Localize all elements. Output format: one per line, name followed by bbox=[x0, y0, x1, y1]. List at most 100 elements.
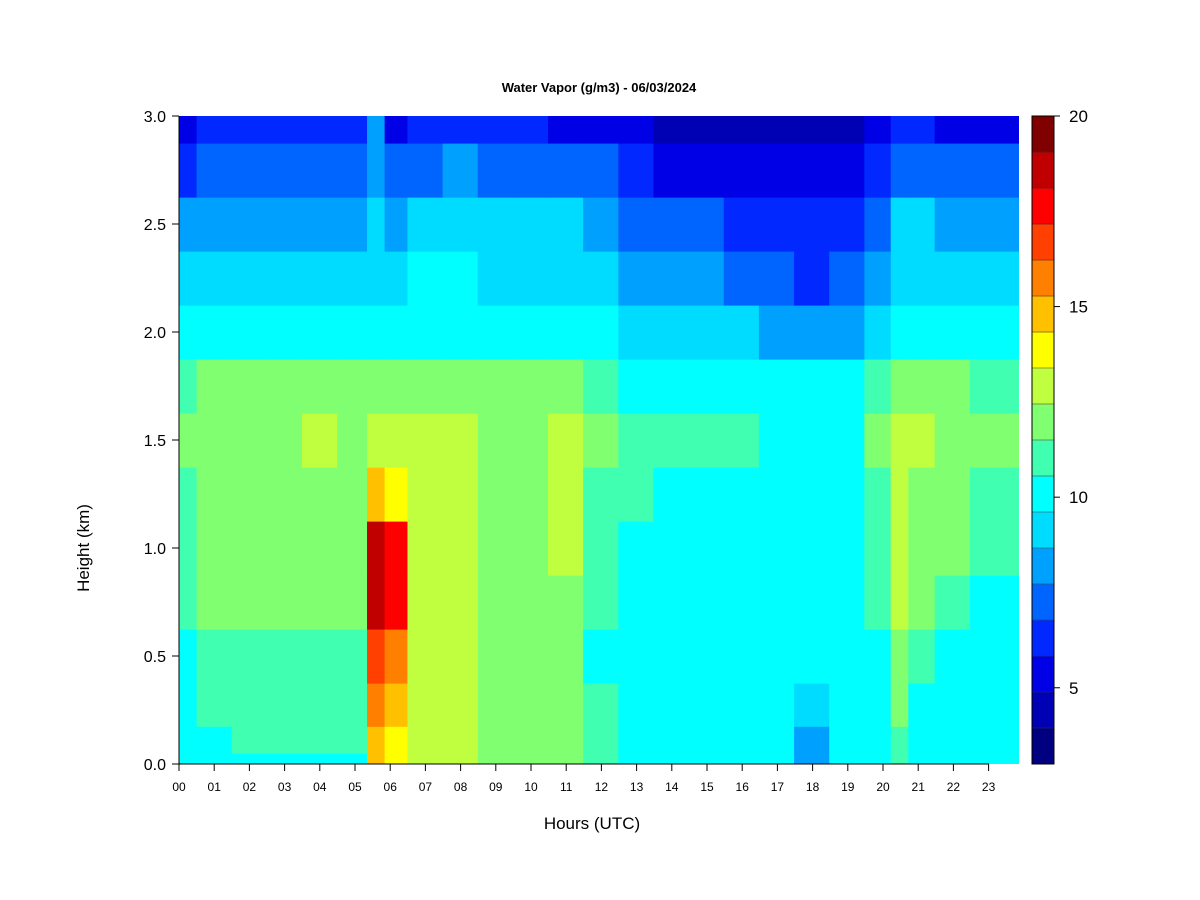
heatmap-cell bbox=[758, 629, 795, 684]
heatmap-cell bbox=[302, 467, 338, 522]
heatmap-cell bbox=[442, 753, 479, 764]
heatmap-cell bbox=[337, 359, 368, 414]
heatmap-cell bbox=[829, 305, 865, 360]
heatmap-cell bbox=[864, 753, 892, 764]
heatmap-cell bbox=[384, 359, 409, 414]
heatmap-cell bbox=[442, 251, 479, 306]
heatmap-cell bbox=[688, 629, 725, 684]
heatmap-cell bbox=[407, 521, 444, 576]
heatmap-cell bbox=[969, 251, 1019, 306]
heatmap-cell bbox=[477, 726, 514, 754]
heatmap-cell bbox=[908, 251, 936, 306]
colorbar-segment bbox=[1032, 476, 1054, 513]
heatmap-cell bbox=[179, 575, 198, 630]
heatmap-cell bbox=[583, 197, 619, 252]
heatmap-cell bbox=[794, 753, 830, 764]
heatmap-cell bbox=[384, 251, 409, 306]
heatmap-cell bbox=[653, 359, 690, 414]
heatmap-cell bbox=[908, 467, 936, 522]
heatmap-cell bbox=[583, 683, 619, 727]
heatmap-cell bbox=[477, 197, 514, 252]
heatmap-cell bbox=[266, 413, 303, 468]
heatmap-cell bbox=[302, 683, 338, 727]
heatmap-cell bbox=[723, 197, 760, 252]
colorbar-segment bbox=[1032, 116, 1054, 153]
heatmap-cell bbox=[512, 359, 549, 414]
heatmap-cell bbox=[407, 575, 444, 630]
heatmap-cell bbox=[477, 413, 514, 468]
heatmap-cell bbox=[302, 575, 338, 630]
heatmap-cell bbox=[442, 575, 479, 630]
heatmap-cell bbox=[829, 575, 865, 630]
heatmap-cell bbox=[583, 629, 619, 684]
heatmap-cell bbox=[384, 467, 409, 522]
heatmap-cell bbox=[512, 116, 549, 144]
heatmap-cell bbox=[442, 413, 479, 468]
heatmap-cell bbox=[302, 521, 338, 576]
heatmap-cell bbox=[367, 467, 386, 522]
heatmap-cell bbox=[969, 305, 1019, 360]
heatmap-cell bbox=[688, 521, 725, 576]
heatmap-cell bbox=[548, 197, 584, 252]
x-tick-label: 00 bbox=[172, 780, 186, 794]
x-tick-label: 05 bbox=[348, 780, 362, 794]
heatmap-cell bbox=[337, 467, 368, 522]
heatmap-cell bbox=[653, 467, 690, 522]
heatmap-cell bbox=[407, 467, 444, 522]
heatmap-cell bbox=[969, 753, 1019, 764]
colorbar-segment bbox=[1032, 368, 1054, 405]
heatmap-cell bbox=[384, 575, 409, 630]
heatmap-cell bbox=[688, 305, 725, 360]
heatmap-cell bbox=[231, 521, 268, 576]
heatmap-cell bbox=[548, 251, 584, 306]
heatmap-cell bbox=[407, 753, 444, 764]
heatmap-cell bbox=[723, 359, 760, 414]
heatmap-cell bbox=[829, 116, 865, 144]
heatmap-cell bbox=[758, 413, 795, 468]
heatmap-cell bbox=[266, 197, 303, 252]
heatmap-cell bbox=[302, 753, 338, 764]
heatmap-cell bbox=[179, 753, 198, 764]
heatmap-cell bbox=[890, 683, 909, 727]
heatmap-cell bbox=[618, 467, 655, 522]
heatmap-cell bbox=[384, 683, 409, 727]
heatmap-cell bbox=[442, 359, 479, 414]
heatmap-cell bbox=[384, 305, 409, 360]
colorbar-tick-label: 5 bbox=[1069, 679, 1078, 698]
heatmap-cell bbox=[864, 629, 892, 684]
heatmap-cell bbox=[794, 683, 830, 727]
colorbar-segment bbox=[1032, 656, 1054, 693]
heatmap-cell bbox=[890, 521, 909, 576]
heatmap-cell bbox=[829, 359, 865, 414]
heatmap-cell bbox=[367, 753, 386, 764]
x-tick-label: 22 bbox=[947, 780, 961, 794]
heatmap-cell bbox=[407, 251, 444, 306]
heatmap-cell bbox=[442, 683, 479, 727]
heatmap-cell bbox=[829, 683, 865, 727]
heatmap-cell bbox=[864, 143, 892, 198]
heatmap-cell bbox=[302, 251, 338, 306]
heatmap-cell bbox=[688, 359, 725, 414]
heatmap-cell bbox=[407, 629, 444, 684]
heatmap-cell bbox=[231, 753, 268, 764]
heatmap-cell bbox=[583, 413, 619, 468]
colorbar-segment bbox=[1032, 188, 1054, 225]
heatmap-cell bbox=[477, 575, 514, 630]
y-tick-label: 3.0 bbox=[144, 109, 166, 126]
heatmap-cell bbox=[653, 683, 690, 727]
heatmap-cell bbox=[179, 305, 198, 360]
heatmap-cell bbox=[908, 413, 936, 468]
y-tick-label: 2.0 bbox=[144, 325, 166, 342]
heatmap-cell bbox=[512, 521, 549, 576]
heatmap-cell bbox=[337, 251, 368, 306]
y-axis: 0.0 0.5 1.0 1.5 2.0 2.5 3.0 bbox=[144, 109, 180, 774]
heatmap-cell bbox=[477, 467, 514, 522]
heatmap-cell bbox=[512, 683, 549, 727]
heatmap-cell bbox=[442, 521, 479, 576]
heatmap-cell bbox=[548, 629, 584, 684]
heatmap-cell bbox=[266, 726, 303, 754]
heatmap-cell bbox=[829, 467, 865, 522]
heatmap-cell bbox=[367, 575, 386, 630]
heatmap-cell bbox=[829, 413, 865, 468]
heatmap-cell bbox=[196, 143, 233, 198]
